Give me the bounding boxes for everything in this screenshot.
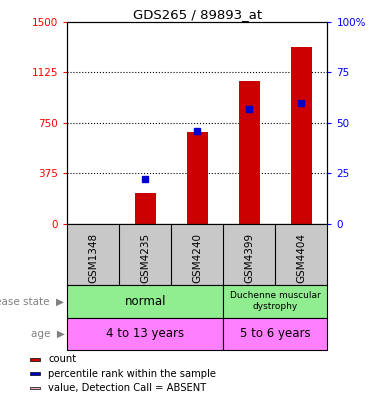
- Text: GSM4404: GSM4404: [296, 233, 306, 283]
- Text: value, Detection Call = ABSENT: value, Detection Call = ABSENT: [48, 383, 206, 393]
- Bar: [239, 81, 260, 224]
- Text: disease state  ▶: disease state ▶: [0, 296, 64, 307]
- Text: GSM4240: GSM4240: [192, 233, 202, 283]
- Bar: [67, 318, 223, 350]
- Bar: [30, 386, 39, 389]
- Bar: [30, 358, 39, 360]
- Text: Duchenne muscular
dystrophy: Duchenne muscular dystrophy: [230, 291, 321, 311]
- Text: age  ▶: age ▶: [31, 329, 64, 339]
- Text: 4 to 13 years: 4 to 13 years: [106, 327, 184, 340]
- Bar: [30, 372, 39, 375]
- Bar: [135, 193, 155, 224]
- Text: normal: normal: [124, 295, 166, 308]
- Bar: [67, 285, 223, 318]
- Bar: [291, 48, 312, 224]
- Text: 5 to 6 years: 5 to 6 years: [240, 327, 311, 340]
- Title: GDS265 / 89893_at: GDS265 / 89893_at: [133, 8, 262, 21]
- Text: percentile rank within the sample: percentile rank within the sample: [48, 369, 216, 379]
- Bar: [223, 318, 327, 350]
- Text: GSM4399: GSM4399: [244, 233, 254, 283]
- Bar: [187, 132, 208, 224]
- Text: count: count: [48, 354, 76, 364]
- Text: GSM1348: GSM1348: [88, 233, 98, 283]
- Text: GSM4235: GSM4235: [140, 233, 150, 283]
- Bar: [223, 285, 327, 318]
